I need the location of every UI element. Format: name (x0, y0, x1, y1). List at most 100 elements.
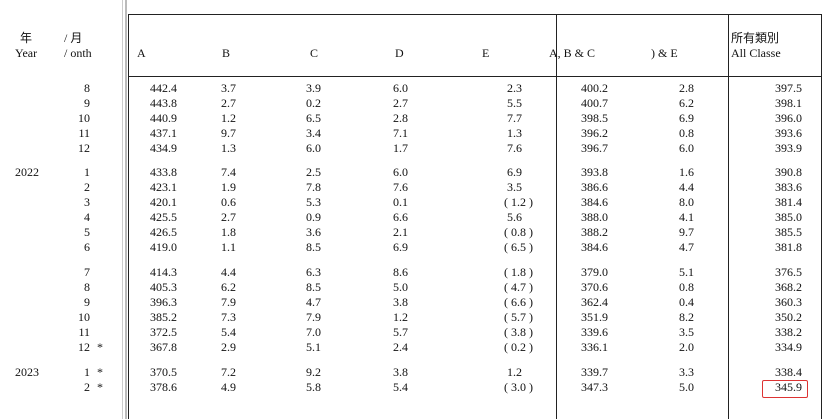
cell: 393.9 (775, 141, 802, 155)
column-header: E (482, 46, 490, 60)
cell: 6.0 (679, 141, 694, 155)
cell: 362.4 (581, 295, 608, 309)
cell: 3.5 (679, 325, 694, 339)
cell: 8.2 (679, 310, 694, 324)
cell: 5.0 (679, 380, 694, 394)
cell: 345.9 (775, 380, 802, 394)
cell: 370.6 (581, 280, 608, 294)
cell: 6.9 (679, 111, 694, 125)
cell: ( 0.8 ) (504, 225, 533, 239)
cell: 379.0 (581, 265, 608, 279)
cell: 443.8 (150, 96, 177, 110)
header: 年 (20, 31, 33, 45)
header: All Classe (731, 46, 781, 60)
cell: 4.4 (679, 180, 694, 194)
cell: 6.5 (306, 111, 321, 125)
cell: 7.6 (393, 180, 408, 194)
month: 12 (78, 340, 90, 354)
cell: 1.7 (393, 141, 408, 155)
cell: ( 1.8 ) (504, 265, 533, 279)
cell: 7.8 (306, 180, 321, 194)
cell: 396.2 (581, 126, 608, 140)
cell: 1.8 (221, 225, 236, 239)
cell: 3.8 (393, 295, 408, 309)
divider (125, 0, 127, 419)
cell: 440.9 (150, 111, 177, 125)
cell: 6.9 (393, 240, 408, 254)
cell: 347.3 (581, 380, 608, 394)
cell: 3.7 (221, 81, 236, 95)
cell: 376.5 (775, 265, 802, 279)
cell: 2.8 (393, 111, 408, 125)
cell: 433.8 (150, 165, 177, 179)
cell: 6.3 (306, 265, 321, 279)
cell: 7.3 (221, 310, 236, 324)
cell: 0.1 (393, 195, 408, 209)
cell: 5.4 (221, 325, 236, 339)
cell: 5.7 (393, 325, 408, 339)
cell: 5.3 (306, 195, 321, 209)
month: 10 (78, 310, 90, 324)
month: 1 (84, 165, 90, 179)
rule (821, 14, 822, 419)
cell: 390.8 (775, 165, 802, 179)
cell: 3.6 (306, 225, 321, 239)
cell: 6.0 (393, 81, 408, 95)
rule (556, 14, 557, 419)
cell: 423.1 (150, 180, 177, 194)
cell: 338.4 (775, 365, 802, 379)
cell: 385.0 (775, 210, 802, 224)
cell: 336.1 (581, 340, 608, 354)
cell: 7.9 (306, 310, 321, 324)
cell: 434.9 (150, 141, 177, 155)
cell: 2.8 (679, 81, 694, 95)
cell: 396.7 (581, 141, 608, 155)
cell: ( 3.0 ) (504, 380, 533, 394)
cell: 3.9 (306, 81, 321, 95)
highlight-box (762, 380, 808, 398)
cell: 368.2 (775, 280, 802, 294)
cell: 9.2 (306, 365, 321, 379)
cell: 5.8 (306, 380, 321, 394)
year: 2022 (15, 165, 39, 179)
month: 2 (84, 380, 90, 394)
cell: 1.1 (221, 240, 236, 254)
cell: 0.8 (679, 280, 694, 294)
cell: 2.7 (221, 96, 236, 110)
cell: 5.0 (393, 280, 408, 294)
cell: 9.7 (221, 126, 236, 140)
cell: 8.6 (393, 265, 408, 279)
cell: 360.3 (775, 295, 802, 309)
cell: 425.5 (150, 210, 177, 224)
cell: 398.5 (581, 111, 608, 125)
mark: * (97, 365, 103, 379)
header: / onth (64, 46, 92, 60)
cell: 339.6 (581, 325, 608, 339)
cell: 6.9 (507, 165, 522, 179)
cell: 5.4 (393, 380, 408, 394)
cell: 372.5 (150, 325, 177, 339)
rule (128, 14, 129, 419)
rule (128, 14, 822, 15)
cell: 388.2 (581, 225, 608, 239)
cell: 3.8 (393, 365, 408, 379)
cell: ( 5.7 ) (504, 310, 533, 324)
cell: 442.4 (150, 81, 177, 95)
cell: 0.2 (306, 96, 321, 110)
cell: 1.2 (393, 310, 408, 324)
cell: 5.1 (306, 340, 321, 354)
cell: 2.4 (393, 340, 408, 354)
cell: 7.9 (221, 295, 236, 309)
header: Year (15, 46, 38, 60)
month: 5 (84, 225, 90, 239)
column-header: C (310, 46, 319, 60)
cell: 396.3 (150, 295, 177, 309)
header: / 月 (64, 31, 83, 45)
cell: 334.9 (775, 340, 802, 354)
cell: 384.6 (581, 240, 608, 254)
cell: 3.5 (507, 180, 522, 194)
cell: 7.7 (507, 111, 522, 125)
cell: 0.8 (679, 126, 694, 140)
cell: 339.7 (581, 365, 608, 379)
